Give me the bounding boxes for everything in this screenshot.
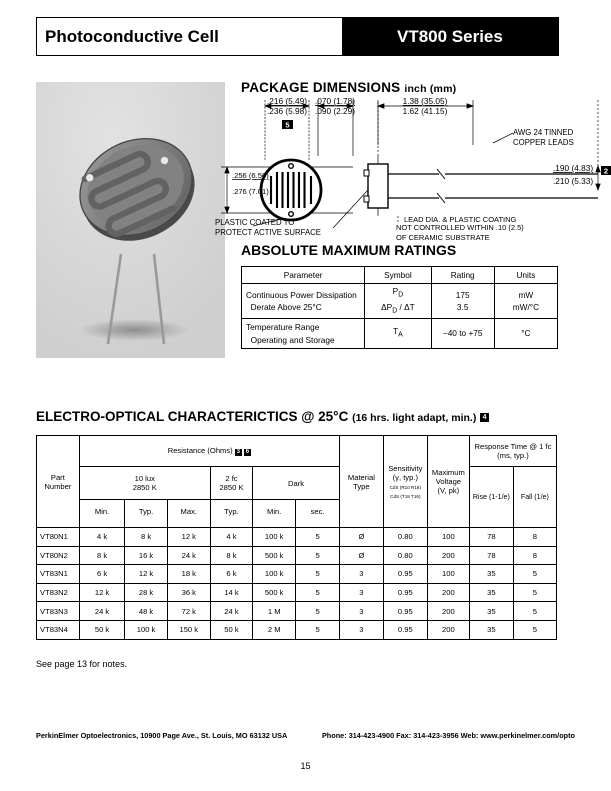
svg-text:OF CERAMIC SUBSTRATE: OF CERAMIC SUBSTRATE: [396, 233, 490, 242]
svg-text:.276 (7.01): .276 (7.01): [232, 187, 269, 196]
svg-text:5: 5: [285, 121, 289, 130]
svg-text:AWG 24 TINNED: AWG 24 TINNED: [513, 128, 574, 137]
svg-text:1.62 (41.15): 1.62 (41.15): [403, 106, 448, 116]
svg-text:PLASTIC COATED TO: PLASTIC COATED TO: [215, 218, 294, 227]
svg-text:.216 (5.49): .216 (5.49): [267, 98, 307, 106]
svg-text:1.38 (35.05): 1.38 (35.05): [403, 98, 448, 106]
svg-text:.090 (2.29): .090 (2.29): [315, 106, 355, 116]
svg-text:.256 (6.50): .256 (6.50): [232, 171, 269, 180]
svg-text:PROTECT ACTIVE SURFACE: PROTECT ACTIVE SURFACE: [215, 228, 321, 237]
svg-text:.210 (5.33): .210 (5.33): [553, 176, 593, 186]
svg-text:.190 (4.83): .190 (4.83): [553, 163, 593, 173]
svg-text:2: 2: [604, 167, 608, 176]
svg-text:.070 (1.78): .070 (1.78): [315, 98, 355, 106]
svg-text:.236 (5.98): .236 (5.98): [267, 106, 307, 116]
svg-text:NOT CONTROLLED WITHIN .10 (2.5: NOT CONTROLLED WITHIN .10 (2.5): [396, 223, 524, 232]
svg-text:COPPER LEADS: COPPER LEADS: [513, 138, 574, 147]
